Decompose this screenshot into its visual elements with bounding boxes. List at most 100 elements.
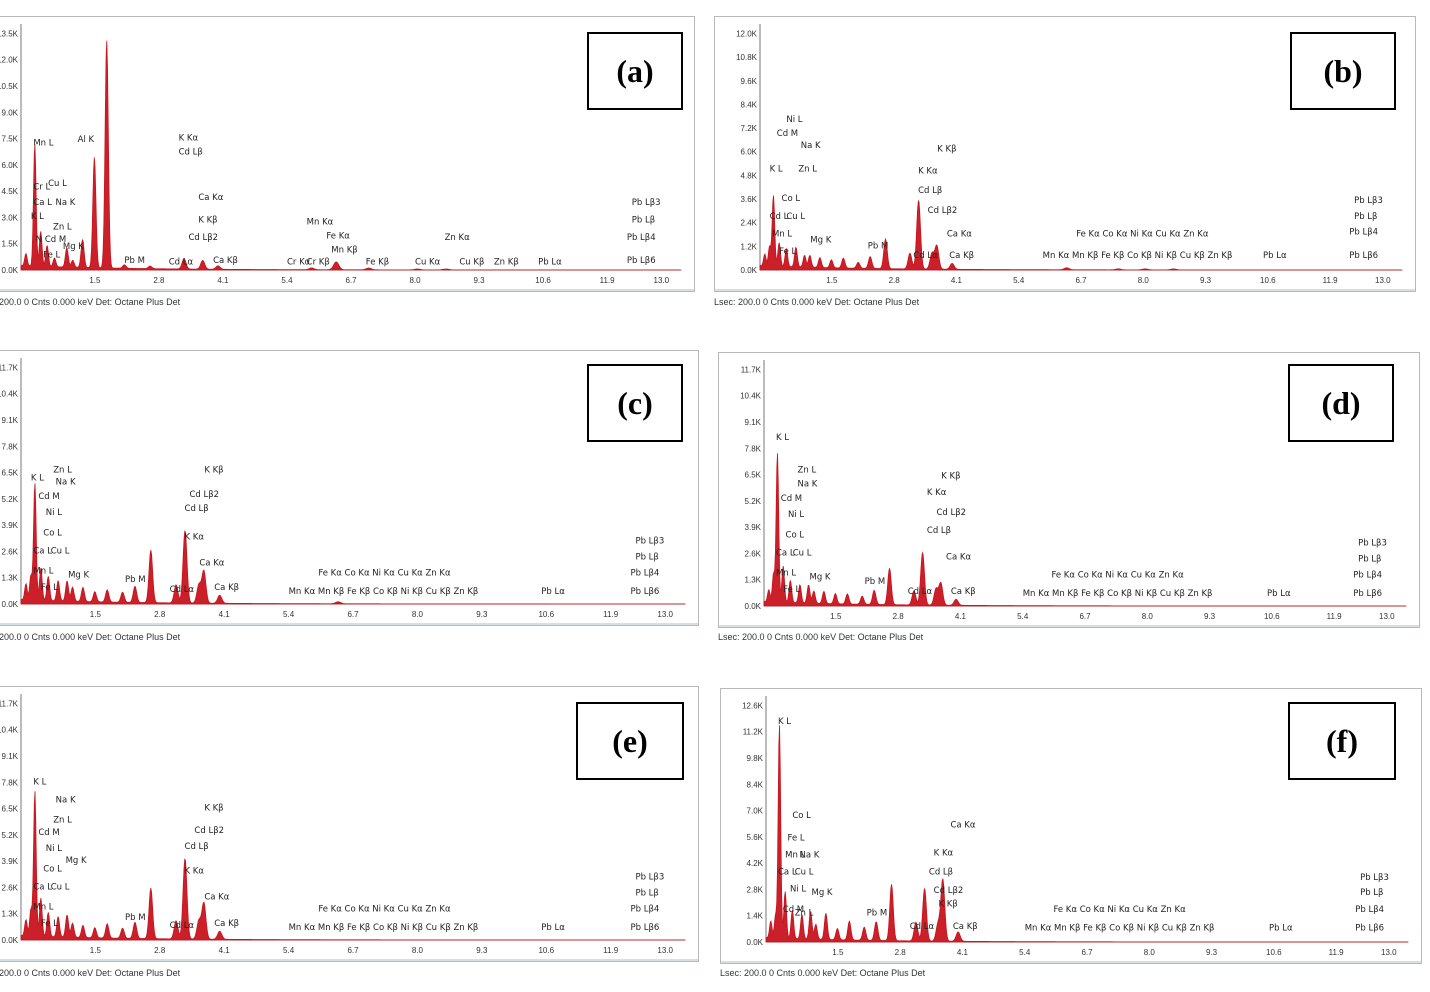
peak-label: Co L bbox=[782, 194, 801, 204]
y-tick-label: 1.3K bbox=[745, 576, 762, 585]
y-tick-label: 2.6K bbox=[2, 883, 19, 892]
y-tick-label: 2.4K bbox=[741, 219, 758, 228]
peak-label: Ca Kβ bbox=[213, 256, 238, 266]
peak-label: Pb Lβ bbox=[632, 216, 655, 226]
x-tick-label: 10.6 bbox=[535, 276, 551, 285]
y-tick-label: 3.9K bbox=[2, 857, 19, 866]
peak-label: Cu Kα bbox=[415, 258, 441, 268]
y-tick-label: 12.0K bbox=[0, 56, 19, 65]
panel-letter: (f) bbox=[1288, 702, 1396, 780]
x-tick-label: 6.7 bbox=[1075, 276, 1087, 285]
peak-label: Ca Kα bbox=[198, 193, 223, 203]
peak-label: Fe L bbox=[779, 247, 796, 257]
y-tick-label: 11.7K bbox=[0, 699, 19, 708]
peak-label: Cd L bbox=[770, 212, 789, 222]
peak-label: Fe Kα Co Kα Ni Kα Cu Kα Zn Kα bbox=[1053, 905, 1186, 915]
y-tick-label: 10.4K bbox=[740, 392, 762, 401]
peak-label: Cd Lα bbox=[169, 258, 194, 268]
x-tick-label: 1.5 bbox=[90, 946, 102, 955]
y-tick-label: 9.8K bbox=[747, 754, 764, 763]
plot-frame bbox=[0, 16, 695, 292]
peak-label: Ca L bbox=[776, 548, 795, 558]
y-tick-label: 12.6K bbox=[742, 701, 764, 710]
peak-label: Na K bbox=[56, 478, 76, 488]
peak-label: Cd M bbox=[38, 828, 59, 838]
x-tick-label: 2.8 bbox=[153, 276, 165, 285]
y-tick-label: 6.5K bbox=[2, 805, 19, 814]
status-line: Lsec: 200.0 0 Cnts 0.000 keV Det: Octane… bbox=[720, 968, 926, 978]
peak-label: Cd Lβ bbox=[185, 504, 209, 514]
peak-label: Zn L bbox=[795, 909, 814, 919]
y-tick-label: 3.9K bbox=[2, 521, 19, 530]
peak-label: K L bbox=[770, 164, 783, 174]
peak-label: Mg K bbox=[812, 888, 833, 898]
peak-label: Pb Lα bbox=[1269, 924, 1293, 934]
peak-label: Mn Kα Mn Kβ Fe Kβ Co Kβ Ni Kβ Cu Kβ Zn K… bbox=[1023, 589, 1213, 599]
peak-label: Pb Lβ3 bbox=[1358, 538, 1387, 548]
x-tick-label: 13.0 bbox=[1375, 276, 1391, 285]
y-tick-label: 11.2K bbox=[743, 728, 764, 737]
y-tick-label: 3.9K bbox=[745, 523, 762, 532]
status-line: Lsec: 200.0 0 Cnts 0.000 keV Det: Octane… bbox=[714, 297, 920, 307]
peak-label: Ca Kβ bbox=[949, 251, 974, 261]
peak-label: Fe Kα Co Kα Ni Kα Cu Kα Zn Kα bbox=[318, 905, 451, 915]
peak-label: Ca Kα bbox=[946, 553, 971, 563]
peak-label: Ca L bbox=[33, 546, 52, 556]
peak-label: K Kβ bbox=[938, 899, 957, 909]
peak-label: Cd M bbox=[781, 494, 802, 504]
y-tick-label: 6.5K bbox=[745, 471, 762, 480]
peak-label: Mg K bbox=[810, 235, 831, 245]
y-tick-label: 5.6K bbox=[747, 833, 764, 842]
peak-label: Cd Lβ bbox=[918, 186, 942, 196]
x-tick-label: 13.0 bbox=[657, 946, 673, 955]
peak-label: Ca L bbox=[33, 882, 52, 892]
peak-label: K L bbox=[778, 717, 791, 727]
peak-label: Mg K bbox=[63, 242, 84, 252]
status-line: Lsec: 200.0 0 Cnts 0.000 keV Det: Octane… bbox=[718, 632, 924, 642]
peak-label: Na K bbox=[800, 851, 820, 861]
y-tick-label: 2.8K bbox=[747, 885, 764, 894]
peak-label: Pb Lβ4 bbox=[630, 905, 659, 915]
peak-label: Pb Lβ6 bbox=[1349, 251, 1378, 261]
peak-label: Pb Lβ3 bbox=[1360, 873, 1389, 883]
peak-label: Pb Lβ6 bbox=[630, 587, 659, 597]
peak-label: Pb Lβ3 bbox=[1354, 196, 1383, 206]
peak-label: Cd Lβ2 bbox=[194, 826, 224, 836]
peak-label: Mg K bbox=[68, 571, 89, 581]
spectrum-panel: 0.0K 1.2K 2.4K 3.6K 4.8K 6.0K 7.2K 8.4K 9.6K 10.8… bbox=[714, 16, 1416, 292]
x-tick-label: 2.8 bbox=[154, 946, 166, 955]
peak-label: Cr Kβ bbox=[307, 258, 330, 268]
peak-label: Zn L bbox=[798, 164, 817, 174]
x-tick-label: 4.1 bbox=[957, 948, 969, 957]
x-tick-label: 13.0 bbox=[654, 276, 670, 285]
peak-label: Cu L bbox=[786, 212, 805, 222]
spectrum-chart: 0.0K 1.3K 2.6K 3.9K 5.2K 6.5K 7.8K 9.1K 10.4K 11.… bbox=[0, 358, 686, 619]
peak-label: Cu L bbox=[51, 546, 70, 556]
y-tick-label: 1.3K bbox=[2, 910, 19, 919]
peak-label: Ca Kα bbox=[199, 559, 224, 569]
spectrum-trace bbox=[765, 725, 1409, 943]
peak-label: Mn L bbox=[772, 229, 792, 239]
x-tick-label: 9.3 bbox=[1206, 948, 1218, 957]
spectrum-trace bbox=[20, 40, 682, 271]
y-tick-label: 5.2K bbox=[2, 831, 19, 840]
peak-label: Pb Lβ6 bbox=[1355, 924, 1384, 934]
x-tick-label: 8.0 bbox=[409, 276, 421, 285]
y-tick-label: 2.6K bbox=[2, 547, 19, 556]
peak-label: Pb Lβ6 bbox=[1353, 589, 1382, 599]
peak-label: K L bbox=[31, 212, 44, 222]
peak-label: K Kα bbox=[934, 849, 954, 859]
y-tick-label: 7.0K bbox=[747, 807, 764, 816]
peak-label: Ca Kβ bbox=[953, 922, 978, 932]
x-tick-label: 5.4 bbox=[1017, 612, 1029, 621]
x-tick-label: 2.8 bbox=[895, 948, 907, 957]
x-tick-label: 6.7 bbox=[1079, 612, 1091, 621]
status-line: Lsec: 200.0 0 Cnts 0.000 keV Det: Octane… bbox=[0, 297, 181, 307]
peak-label: Mn Kβ bbox=[331, 245, 357, 255]
y-tick-label: 4.5K bbox=[2, 187, 19, 196]
peak-label: Co L bbox=[43, 528, 62, 538]
y-tick-label: 0.0K bbox=[2, 266, 19, 275]
peak-label: Mn L bbox=[776, 569, 796, 579]
peak-label: Fe Kα Co Kα Ni Kα Cu Kα Zn Kα bbox=[1051, 571, 1184, 581]
peak-label: Pb Lα bbox=[541, 923, 565, 933]
